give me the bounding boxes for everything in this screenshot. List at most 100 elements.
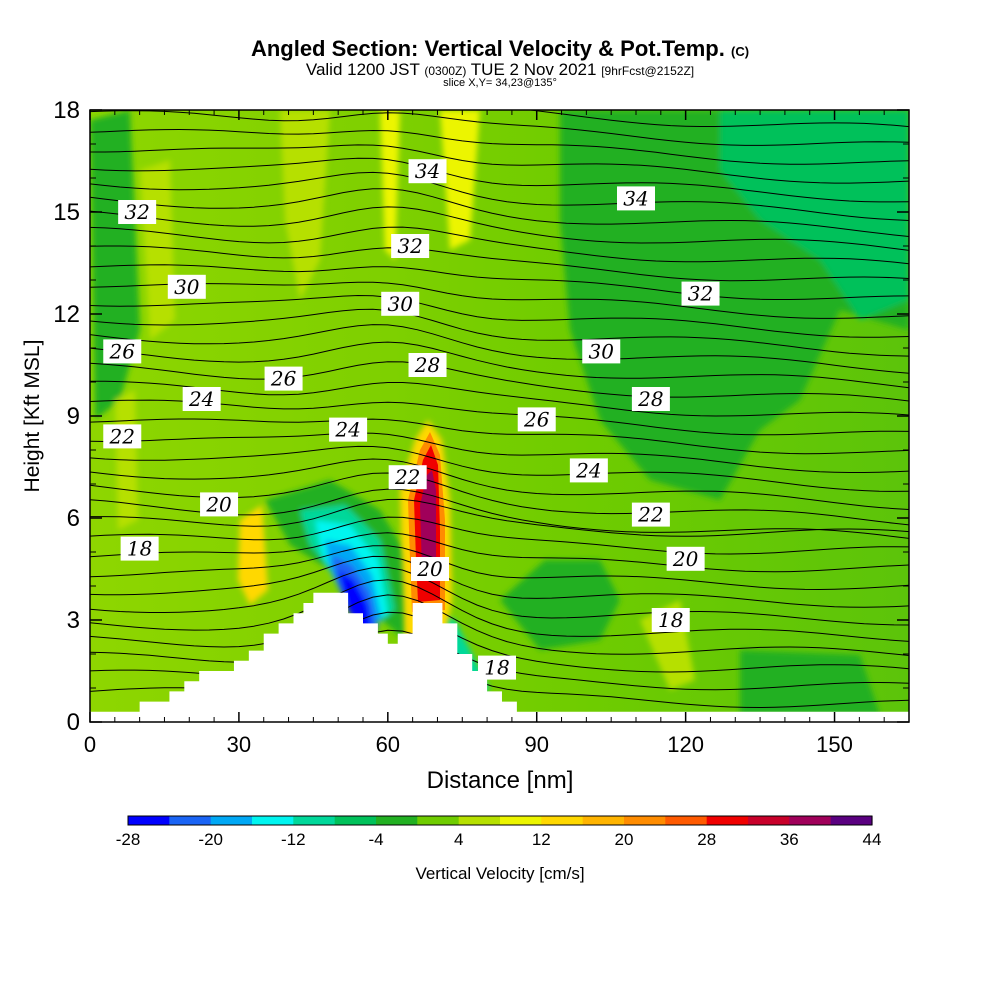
x-tick-label: 120: [667, 732, 704, 757]
contour-label: 20: [666, 546, 705, 571]
colorbar-label: -4: [368, 830, 383, 849]
y-tick-label: 9: [67, 403, 80, 430]
colorbar-label: 28: [697, 830, 716, 849]
x-tick-label: 30: [227, 732, 251, 757]
contour-label: 20: [411, 557, 450, 581]
colorbar-swatch: [169, 816, 212, 825]
contour-label: 18: [120, 536, 159, 561]
colorbar-label: 20: [615, 830, 634, 849]
isentrope-line: [90, 579, 909, 642]
isentrope-line: [90, 128, 909, 165]
field-region-up-lee: [238, 505, 268, 605]
svg-text:22: 22: [109, 424, 135, 448]
contour-label: 30: [381, 291, 420, 316]
colorbar-label: 12: [532, 830, 551, 849]
field-region-up-column-b: [440, 110, 480, 250]
svg-text:32: 32: [688, 282, 713, 306]
contour-label: 22: [631, 503, 670, 527]
contour-label: 26: [264, 366, 303, 391]
colorbar-swatch: [500, 816, 542, 825]
isentrope-line: [526, 110, 909, 128]
isentrope-line: [90, 418, 909, 455]
colorbar: -28 -20 -12 -4 4 12 20 28 36 44: [116, 815, 881, 849]
subtitle-forecast: [9hrFcst@2152Z]: [601, 64, 695, 78]
svg-text:30: 30: [589, 339, 615, 363]
svg-text:34: 34: [415, 159, 440, 183]
contour-label: 24: [182, 387, 221, 411]
colorbar-swatch: [128, 816, 170, 825]
contour-label: 32: [118, 200, 157, 224]
y-tick-label: 12: [53, 301, 80, 328]
isentrope-line: [90, 594, 909, 656]
colorbar-label: -20: [198, 830, 223, 849]
isentrope-line: [90, 144, 909, 184]
y-tick-label: 3: [67, 607, 80, 634]
contour-label: 32: [391, 234, 430, 258]
field-region-down-mid-low: [500, 560, 620, 650]
x-axis: 0 30 60 90 120 150: [84, 110, 885, 757]
colorbar-swatch: [252, 816, 294, 825]
vertical-velocity-field: 34 34 32 32 32 30 30 30 28 28 26 26 26 24 24 24 22 22 22 20…: [90, 110, 909, 722]
y-tick-label: 18: [53, 97, 80, 124]
isentrope-line: [90, 171, 909, 221]
terrain-mask: [90, 592, 909, 722]
field-region-up-column-a: [280, 110, 330, 300]
isentrope-line: [90, 555, 909, 608]
isentrope-line: [90, 281, 909, 319]
isentrope-line: [90, 566, 909, 626]
isentrope-line: [90, 611, 909, 673]
svg-text:30: 30: [388, 292, 414, 316]
y-axis: 0 3 6 9 12 15 18: [53, 97, 909, 736]
svg-text:22: 22: [394, 465, 420, 489]
isentrope-line: [90, 157, 909, 203]
x-tick-label: 0: [84, 732, 96, 757]
subtitle-valid: Valid 1200 JST: [305, 60, 420, 79]
colorbar-swatch: [582, 816, 625, 825]
isentrope-line: [90, 308, 909, 357]
svg-text:18: 18: [484, 656, 509, 680]
svg-text:26: 26: [109, 339, 136, 363]
svg-text:32: 32: [397, 234, 422, 258]
svg-text:20: 20: [205, 492, 232, 516]
y-tick-label: 6: [67, 505, 80, 532]
colorbar-label: -12: [281, 830, 306, 849]
contour-label: 30: [582, 339, 621, 364]
colorbar-swatch: [706, 816, 749, 825]
colorbar-swatch: [293, 816, 336, 825]
isentrope-line: [90, 432, 909, 473]
contour-label: 34: [617, 186, 655, 211]
contour-label: 24: [569, 458, 608, 483]
contour-label: 24: [329, 417, 368, 442]
svg-text:22: 22: [637, 503, 663, 527]
isentrope-line: [90, 188, 909, 237]
colorbar-title: Vertical Velocity [cm/s]: [415, 864, 585, 883]
isentrope-line: [90, 361, 909, 402]
isentrope-line: [90, 445, 909, 492]
y-tick-label: 0: [67, 709, 80, 736]
svg-text:24: 24: [334, 418, 360, 442]
isentrope-line: [90, 498, 909, 537]
contour-label: 32: [681, 281, 720, 306]
colorbar-swatch: [458, 816, 501, 825]
svg-text:24: 24: [188, 387, 214, 411]
colorbar-swatch: [789, 816, 832, 825]
isentrope-line: [90, 516, 909, 555]
colorbar-swatch: [541, 816, 584, 825]
isentrope-line: [90, 324, 909, 374]
isentrope-line: [90, 264, 909, 300]
isentrope-line: [90, 458, 909, 510]
subtitle-utc: (0300Z): [424, 64, 467, 78]
contour-label: 18: [651, 608, 690, 632]
field-region-peak-down: [338, 570, 372, 632]
contour-label: 26: [103, 339, 142, 364]
colorbar-label: -28: [116, 830, 141, 849]
colorbar-swatch: [624, 816, 666, 825]
y-axis-label: Height [Kft MSL]: [21, 339, 44, 493]
x-tick-label: 150: [816, 732, 853, 757]
chart-subtitle: Valid 1200 JST (0300Z) TUE 2 Nov 2021 [9…: [0, 60, 1000, 80]
svg-text:28: 28: [414, 353, 440, 377]
title-suffix: (C): [731, 44, 750, 59]
contour-label: 30: [167, 274, 206, 299]
